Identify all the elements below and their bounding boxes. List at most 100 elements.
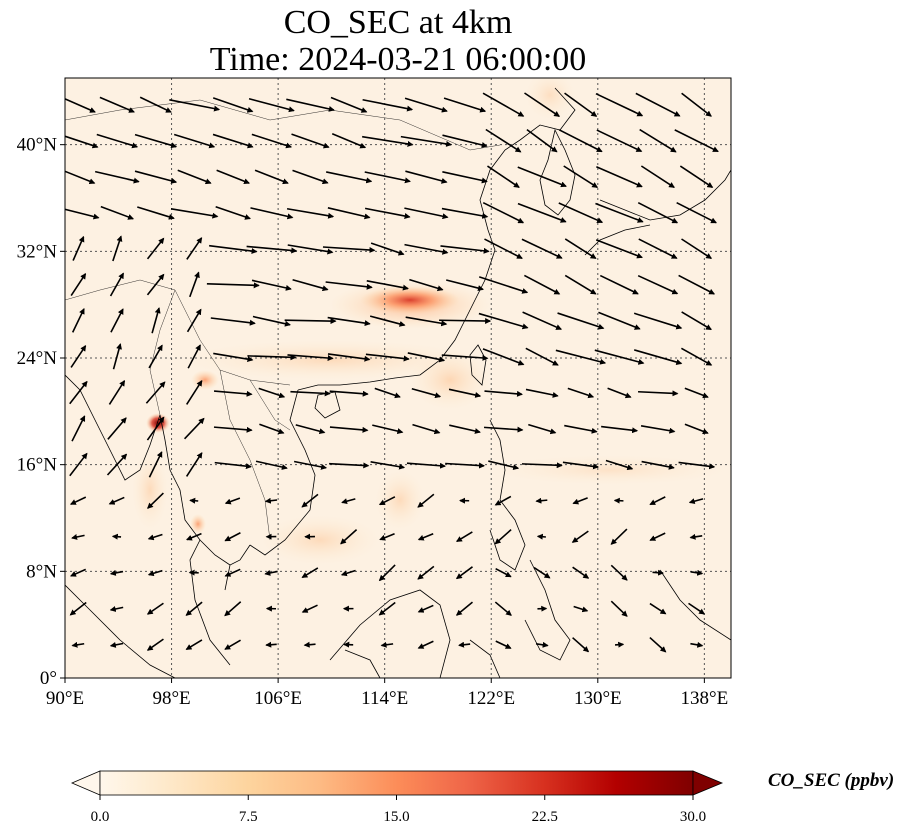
colorbar: 0.0 7.5 15.0 22.5 30.0 [70, 770, 724, 825]
y-tick-label: 40°N [17, 135, 58, 156]
wind-arrow [535, 641, 549, 648]
wind-arrow [139, 96, 172, 113]
wind-arrow [137, 206, 175, 220]
x-tick-label: 130°E [574, 688, 622, 709]
wind-arrow [134, 170, 178, 184]
wind-arrow [213, 390, 253, 397]
wind-arrow [688, 602, 706, 615]
wind-arrow [177, 169, 212, 185]
wind-arrow [614, 641, 625, 648]
wind-arrow [681, 311, 712, 331]
wind-arrow [146, 237, 165, 260]
wind-arrow [69, 496, 87, 505]
wind-arrow [258, 387, 286, 399]
wind-arrow [406, 462, 446, 469]
wind-arrow [441, 207, 489, 219]
wind-arrow [455, 601, 474, 616]
wind-arrow [681, 92, 712, 117]
wind-arrow [638, 390, 679, 397]
wind-arrow [216, 169, 250, 185]
wind-arrow [186, 532, 202, 541]
wind-arrow [478, 276, 529, 294]
wind-arrow [563, 165, 599, 189]
wind-arrow [215, 206, 251, 220]
wind-arrow [224, 639, 241, 650]
wind-arrow [482, 201, 525, 224]
wind-arrow [533, 566, 551, 579]
wind-arrow [370, 242, 405, 256]
wind-arrow [109, 641, 124, 648]
wind-arrow [633, 312, 683, 330]
wind-arrow [417, 565, 435, 580]
wind-arrow [521, 238, 563, 259]
wind-arrow [596, 129, 643, 153]
wind-arrow [572, 497, 588, 505]
wind-arrow [147, 533, 163, 541]
wind-arrow [635, 92, 681, 117]
wind-arrow [649, 636, 667, 653]
wind-arrow [254, 169, 289, 185]
wind-arrow [555, 349, 607, 365]
wind-arrow [525, 347, 559, 366]
wind-arrow [595, 239, 643, 259]
wind-arrow [109, 606, 124, 612]
wind-arrow [690, 641, 704, 648]
wind-arrow [65, 208, 100, 220]
wind-arrow [483, 426, 524, 433]
wind-arrow [641, 460, 675, 470]
wind-arrow [134, 133, 178, 149]
y-tick-label: 24°N [17, 348, 58, 369]
wind-arrow [148, 451, 163, 478]
wind-arrow [372, 424, 404, 434]
wind-arrow [649, 496, 666, 506]
wind-arrow [478, 312, 529, 330]
wind-arrow [562, 461, 600, 470]
wind-arrow [109, 272, 125, 297]
wind-arrow [248, 97, 295, 113]
wind-arrow [404, 243, 449, 255]
wind-arrow [605, 459, 634, 471]
wind-arrow [325, 281, 373, 290]
wind-arrow [610, 600, 628, 617]
wind-arrow [517, 202, 567, 223]
wind-arrow [284, 318, 337, 325]
wind-arrow [404, 97, 448, 113]
wind-arrow [264, 497, 278, 504]
wind-arrow [525, 388, 559, 398]
wind-arrow [678, 274, 716, 295]
y-tick-label: 32°N [17, 241, 58, 262]
wind-arrow [487, 165, 520, 188]
wind-arrow [639, 128, 677, 153]
x-tick-label: 122°E [467, 688, 515, 709]
wind-arrow [71, 415, 86, 442]
wind-arrow [70, 272, 87, 296]
map-frame [64, 77, 732, 679]
wind-arrow [366, 280, 409, 291]
wind-arrow [327, 353, 371, 362]
wind-arrow [65, 170, 96, 185]
wind-arrow [595, 92, 644, 117]
wind-arrow [94, 170, 140, 184]
wind-arrow [369, 315, 406, 327]
wind-arrow [442, 134, 488, 148]
wind-arrow [522, 311, 563, 330]
wind-arrow [252, 315, 291, 327]
wind-arrow [301, 493, 319, 508]
wind-arrow [417, 532, 434, 541]
wind-arrow [378, 496, 396, 506]
wind-arrow [329, 426, 369, 433]
wind-arrow [293, 460, 328, 470]
y-tick-label: 0° [40, 668, 57, 689]
wind-arrow [327, 316, 371, 327]
wind-arrow [362, 135, 414, 147]
wind-arrow [607, 387, 632, 399]
wind-arrow [224, 568, 241, 577]
wind-arrow [255, 460, 288, 470]
wind-arrow [374, 387, 401, 399]
wind-arrow [99, 96, 135, 113]
wind-arrow [370, 461, 406, 470]
wind-arrow [455, 531, 473, 543]
wind-arrow [536, 533, 546, 540]
wind-arrow [109, 569, 124, 576]
wind-arrow [640, 165, 675, 188]
